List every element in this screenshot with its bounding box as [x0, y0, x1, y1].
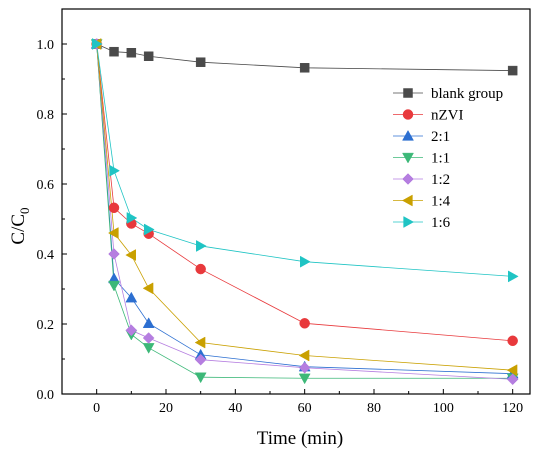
data-point-nzvi	[108, 202, 120, 214]
x-tick-label: 60	[298, 401, 312, 416]
data-point-blank-group	[126, 48, 137, 58]
data-point-1-4	[506, 364, 518, 377]
y-tick-label: 0.2	[37, 318, 55, 333]
data-point-blank-group	[299, 63, 310, 73]
data-point-1-6	[109, 164, 121, 177]
legend-label-2-1: 2:1	[431, 129, 450, 145]
legend-marker-1-6	[403, 216, 415, 228]
data-point-blank-group	[143, 51, 154, 61]
data-point-blank-group	[507, 65, 518, 76]
legend-marker-2-1	[402, 129, 414, 141]
data-point-1-4	[142, 282, 154, 295]
x-tick-label: 80	[367, 401, 381, 416]
y-tick-label: 0.6	[37, 178, 55, 193]
plot-frame	[61, 8, 531, 395]
series-markers	[90, 37, 519, 386]
legend-marker-1-2	[402, 173, 414, 185]
data-point-2-1	[142, 317, 155, 328]
y-tick-label: 0.0	[37, 388, 55, 403]
legend-label-1-2: 1:2	[431, 172, 450, 188]
data-point-1-1	[142, 343, 155, 354]
y-axis-title: C/C0	[8, 207, 32, 244]
y-tick-label: 1.0	[37, 38, 55, 53]
data-point-1-6	[508, 270, 519, 283]
data-point-1-1	[194, 372, 207, 384]
legend-label-blank-group: blank group	[431, 86, 503, 102]
legend-marker-1-4	[401, 194, 413, 207]
x-tick-label: 100	[433, 401, 454, 416]
legend-label-1-6: 1:6	[431, 215, 451, 231]
data-point-1-2	[125, 324, 138, 337]
data-point-1-4	[107, 227, 119, 239]
data-point-1-4	[194, 336, 206, 349]
data-point-1-6	[144, 223, 155, 236]
series-line-1-6	[96, 43, 513, 277]
data-point-1-1	[298, 373, 311, 385]
x-tick-label: 120	[502, 401, 523, 416]
data-point-1-4	[125, 249, 136, 261]
data-point-blank-group	[109, 46, 119, 57]
x-tick-label: 20	[159, 401, 173, 416]
data-point-1-2	[108, 248, 120, 260]
legend: blank group nZVI 2:1 1:1 1:2 1:4 1:6	[393, 86, 503, 231]
data-point-1-4	[298, 349, 310, 362]
data-point-1-1	[108, 280, 120, 292]
legend-marker-1-1	[402, 152, 414, 164]
data-point-nzvi	[195, 263, 206, 275]
data-point-nzvi	[299, 318, 310, 329]
data-point-blank-group	[195, 57, 206, 67]
data-point-1-6	[92, 38, 103, 50]
data-point-1-6	[126, 212, 138, 224]
data-point-nzvi	[507, 335, 518, 347]
legend-marker-nzvi	[402, 109, 414, 120]
data-point-1-6	[196, 240, 207, 252]
data-point-1-2	[506, 373, 519, 386]
data-point-2-1	[125, 291, 138, 303]
x-axis-title: Time (min)	[257, 428, 343, 449]
data-point-1-2	[142, 332, 155, 344]
y-axis-title-main: C/C	[8, 214, 29, 245]
y-tick-label: 0.4	[37, 248, 55, 263]
legend-marker-blank-group	[403, 88, 413, 98]
axes-layer: 0 20 40 60 80 100 120 0.0 0.2 0.4 0.6 0.8 1.0	[37, 8, 531, 416]
legend-label-1-4: 1:4	[431, 194, 451, 210]
y-axis-title-subscript: 0	[17, 207, 32, 214]
x-tick-label: 0	[93, 401, 100, 416]
legend-label-nzvi: nZVI	[431, 108, 464, 124]
legend-label-1-1: 1:1	[431, 151, 450, 167]
data-point-1-6	[300, 255, 311, 268]
x-tick-label: 40	[228, 401, 242, 416]
data-point-1-2	[194, 353, 207, 366]
y-tick-label: 0.8	[37, 108, 55, 123]
data-point-1-2	[298, 361, 311, 374]
